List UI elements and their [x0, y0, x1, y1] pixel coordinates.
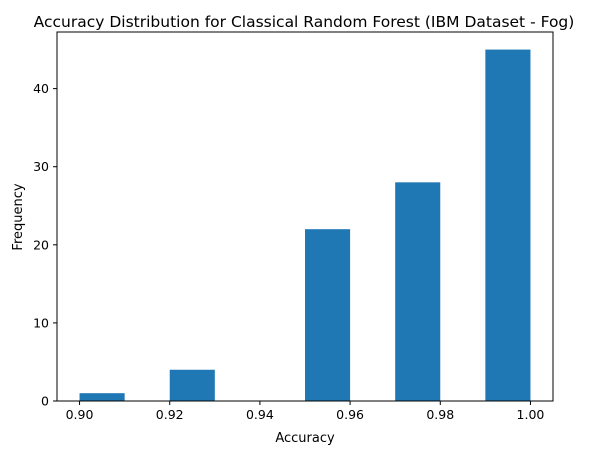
x-tick-label: 0.90 [66, 407, 94, 422]
histogram-bar-5 [305, 229, 351, 401]
x-axis-label: Accuracy [275, 431, 335, 446]
y-axis-label: Frequency [11, 183, 26, 250]
x-tick-label: 0.94 [246, 407, 274, 422]
chart-title: Accuracy Distribution for Classical Rand… [34, 13, 575, 31]
y-tick-label: 40 [33, 81, 49, 96]
y-tick-label: 10 [33, 315, 49, 330]
x-tick-label: 0.98 [426, 407, 454, 422]
x-tick-label: 1.00 [517, 407, 545, 422]
histogram-bar-9 [485, 49, 531, 401]
y-axis-ticks: 0 10 20 30 40 [33, 81, 57, 409]
histogram-bar-0 [79, 393, 125, 401]
x-tick-label: 0.96 [336, 407, 364, 422]
x-axis-ticks: 0.90 0.92 0.94 0.96 0.98 1.00 [66, 401, 545, 422]
histogram-bar-2 [169, 369, 215, 401]
y-tick-label: 20 [33, 237, 49, 252]
y-tick-label: 0 [41, 394, 49, 409]
y-tick-label: 30 [33, 159, 49, 174]
bars-group [79, 49, 531, 401]
x-tick-label: 0.92 [156, 407, 184, 422]
plot-frame [56, 31, 554, 402]
histogram-bar-7 [395, 182, 441, 401]
